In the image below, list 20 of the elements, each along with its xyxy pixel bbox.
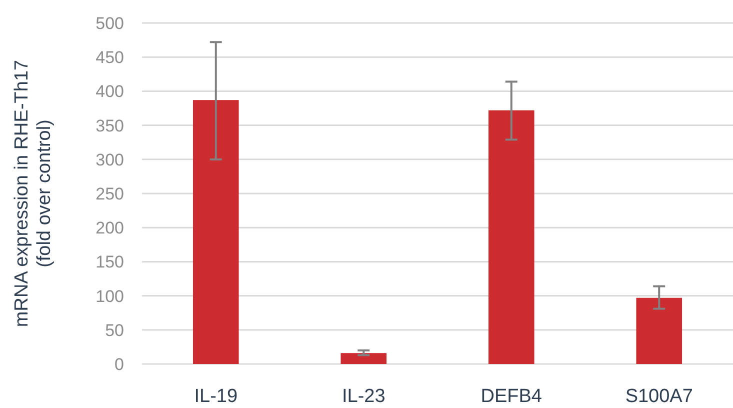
x-tick-label: DEFB4 [480,386,542,407]
bar [488,110,534,364]
x-tick-label: IL-19 [194,386,238,407]
y-tick-label: 250 [96,184,124,204]
x-tick-label: S100A7 [625,386,693,407]
y-tick-label: 450 [96,48,124,68]
y-tick-label: 150 [96,252,124,272]
x-tick-label: IL-23 [342,386,386,407]
y-tick-label: 300 [96,150,124,170]
y-tick-label: 400 [96,82,124,102]
bar [636,298,682,364]
y-tick-label: 350 [96,116,124,136]
bar [192,100,239,364]
y-axis-title: mRNA expression in RHE-Th17 (fold over control) [11,60,56,328]
y-tick-label: 500 [96,14,124,33]
y-tick-label: 100 [96,286,124,306]
y-tick-label: 200 [96,218,124,238]
y-tick-label: 0 [114,354,124,374]
y-tick-label: 50 [105,320,124,340]
bar [340,353,387,364]
